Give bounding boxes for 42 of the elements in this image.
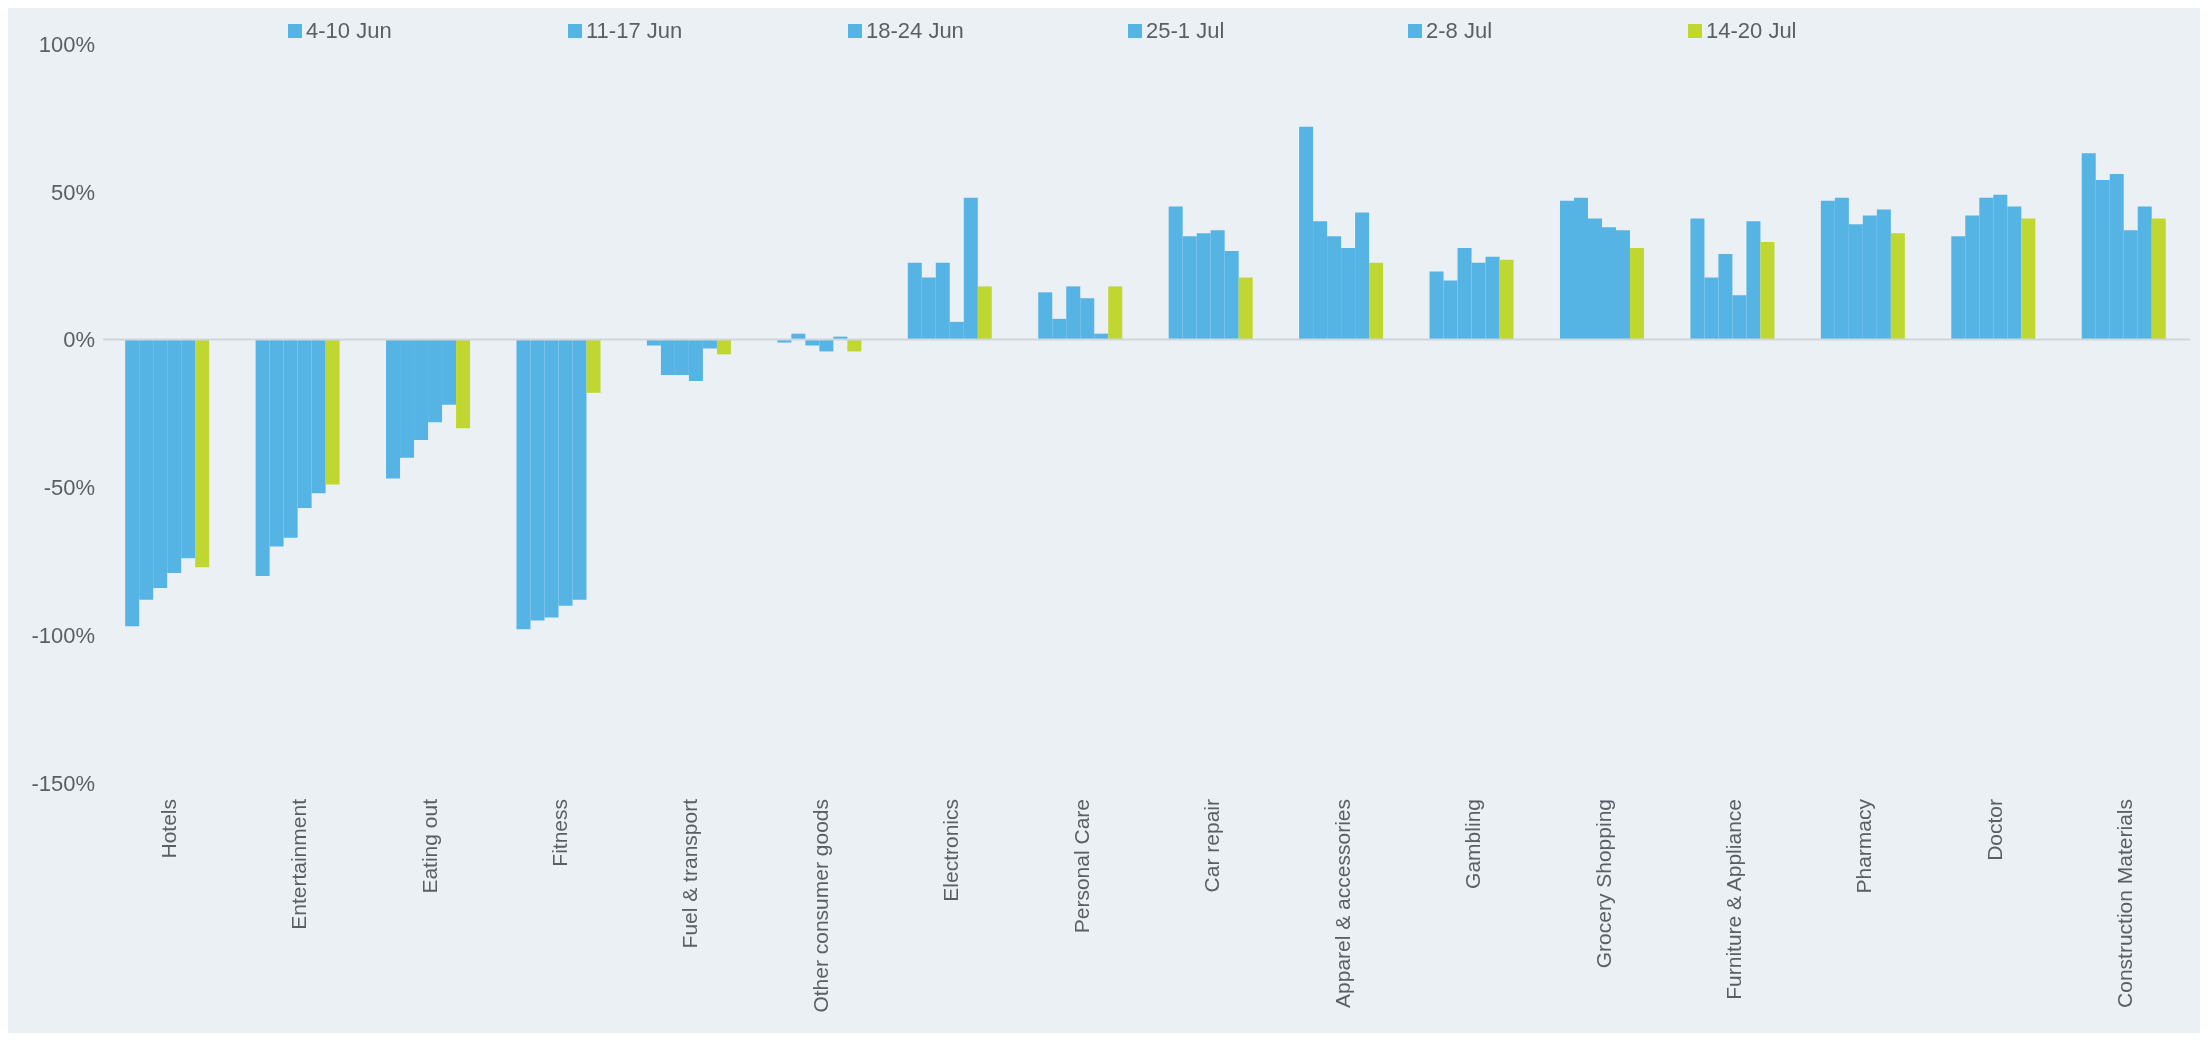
- bar: [1108, 286, 1123, 340]
- bar: [1238, 277, 1253, 340]
- bar: [325, 339, 340, 485]
- x-tick-label: Electronics: [939, 799, 963, 902]
- x-tick-label: Personal Care: [1069, 799, 1093, 934]
- legend-label: 25-1 Jul: [1146, 18, 1225, 44]
- x-tick-label: Other consumer goods: [808, 799, 832, 1013]
- bar: [2021, 218, 2036, 340]
- x-tick-label: Fitness: [548, 799, 572, 867]
- x-tick-label: Doctor: [1982, 799, 2006, 861]
- legend-label: 18-24 Jun: [866, 18, 964, 44]
- x-tick-label: Furniture & Appliance: [1721, 799, 1745, 1000]
- x-tick-label: Entertainment: [287, 798, 311, 930]
- legend-label: 4-10 Jun: [306, 18, 392, 44]
- bar: [1629, 247, 1644, 340]
- x-tick-label: Hotels: [156, 799, 180, 859]
- bar: [456, 339, 471, 429]
- y-tick-label: -50%: [43, 475, 95, 501]
- bar: [977, 286, 992, 340]
- bar: [1760, 242, 1775, 340]
- x-tick-label: Grocery Shopping: [1591, 799, 1615, 969]
- y-tick-label: -100%: [31, 623, 95, 649]
- x-tick-label: Construction Materials: [2113, 799, 2137, 1008]
- bar: [586, 339, 601, 393]
- x-tick-label: Eating out: [417, 798, 441, 894]
- legend-label: 14-20 Jul: [1706, 18, 1797, 44]
- bar: [195, 339, 210, 568]
- bar: [1369, 262, 1384, 340]
- bar: [1890, 233, 1905, 340]
- bar: [1499, 259, 1514, 340]
- legend-label: 2-8 Jul: [1426, 18, 1493, 44]
- x-tick-label: Car repair: [1200, 799, 1224, 893]
- x-tick-label: Gambling: [1461, 799, 1485, 889]
- legend-label: 11-17 Jun: [586, 18, 683, 44]
- y-tick-label: 50%: [50, 179, 95, 205]
- bar: [2151, 218, 2166, 340]
- x-tick-label: Pharmacy: [1852, 798, 1876, 894]
- y-tick-label: -150%: [31, 770, 95, 796]
- x-tick-label: Apparel & accessories: [1330, 799, 1354, 1008]
- y-tick-label: 0%: [63, 327, 95, 353]
- y-tick-label: 100%: [38, 31, 95, 57]
- x-tick-label: Fuel & transport: [678, 798, 702, 949]
